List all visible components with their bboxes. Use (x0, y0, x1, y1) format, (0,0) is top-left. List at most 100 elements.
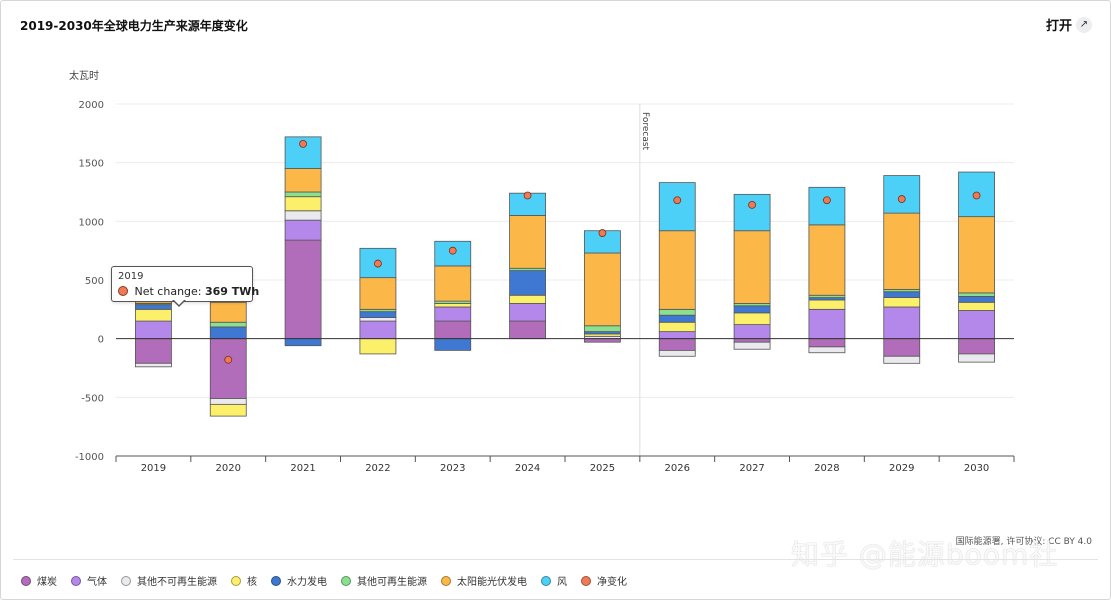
x-tick-label: 2030 (964, 463, 989, 474)
bar-segment-solar (359, 277, 397, 310)
bar-segment-wind (658, 182, 696, 232)
legend-label: 其他不可再生能源 (137, 577, 217, 588)
legend-label: 气体 (87, 577, 107, 588)
legend-swatch-icon (231, 575, 241, 586)
bar-segment-other_renew (584, 325, 621, 333)
bar-segment-solar (958, 216, 995, 294)
legend: 煤炭 气体 其他不可再生能源 核 水力发电 其他可再生能源 太阳能光伏发电 风 净变化 (21, 573, 627, 588)
bar-segment-hydro (434, 338, 472, 351)
bar-segment-hydro (284, 338, 322, 347)
bar-segment-hydro (958, 296, 995, 303)
tooltip-arrow-inner (173, 299, 185, 305)
bar-segment-other_renew (209, 321, 247, 328)
bar-segment-other_renew (284, 191, 322, 198)
tooltip-year: 2019 (118, 271, 144, 282)
legend-item-other_renew[interactable]: 其他可再生能源 (341, 573, 427, 588)
net-change-point (448, 246, 457, 255)
bar-segment-hydro (359, 311, 397, 318)
source-note: 国际能源署, 许可协议: CC BY 4.0 (955, 537, 1092, 547)
watermark: 知乎 @能源boom社 (791, 538, 1059, 571)
bar-segment-gas (359, 320, 397, 340)
legend-label: 风 (557, 577, 567, 588)
x-tick-label: 2024 (515, 463, 540, 474)
bar-segment-other_nonrenew (209, 398, 247, 405)
x-tick-label: 2028 (814, 463, 839, 474)
bar-segment-other_nonrenew (135, 362, 172, 368)
tooltip-line: Net change: 369 TWh (118, 285, 259, 298)
bar-segment-coal (808, 338, 846, 348)
legend-label: 其他可再生能源 (357, 577, 427, 588)
net-change-point (972, 191, 981, 200)
legend-item-coal[interactable]: 煤炭 (21, 573, 57, 588)
y-axis-label: 太瓦时 (69, 69, 99, 82)
bar-segment-solar (509, 215, 546, 269)
legend-label: 水力发电 (287, 577, 327, 588)
bar-segment-coal (509, 320, 546, 340)
bar-segment-coal (209, 338, 247, 399)
y-tick-label: 0 (98, 335, 104, 346)
legend-swatch-icon (341, 575, 351, 586)
tooltip-value: 369 TWh (205, 285, 260, 298)
bar-segment-nuclear (958, 301, 995, 311)
net-change-point (598, 229, 607, 237)
chart-title: 2019-2030年全球电力生产来源年度变化 (20, 19, 248, 33)
net-change-point (299, 139, 307, 148)
bar-segment-other_nonrenew (284, 210, 322, 221)
bar-segment-gas (808, 308, 846, 340)
x-tick-label: 2027 (739, 463, 764, 474)
x-tick-label: 2019 (141, 463, 166, 474)
legend-label: 煤炭 (37, 577, 57, 588)
expand-icon[interactable]: ↗ (1076, 16, 1092, 33)
bar-segment-gas (434, 306, 472, 322)
net-change-point (374, 259, 382, 268)
bar-segment-coal (135, 338, 172, 364)
legend-divider (13, 559, 1098, 560)
y-tick-label: -500 (81, 393, 104, 404)
bar-segment-coal (658, 338, 696, 351)
bar-segment-nuclear (135, 308, 172, 322)
bar-segment-nuclear (808, 299, 846, 310)
legend-swatch-icon (21, 575, 31, 586)
legend-item-nuclear[interactable]: 核 (231, 573, 257, 588)
bar-segment-gas (509, 303, 546, 322)
bar-segment-coal (958, 338, 995, 355)
legend-item-gas[interactable]: 气体 (71, 573, 107, 588)
bar-segment-nuclear (733, 312, 771, 325)
legend-label: 太阳能光伏发电 (457, 577, 527, 588)
bar-segment-nuclear (359, 338, 397, 355)
bar-segment-nuclear (509, 294, 546, 304)
bar-segment-solar (209, 301, 247, 323)
legend-item-hydro[interactable]: 水力发电 (271, 573, 327, 588)
bar-segment-other_nonrenew (883, 355, 921, 364)
open-label: 打开 (1045, 19, 1072, 34)
x-tick-label: 2026 (665, 463, 690, 474)
legend-item-solar[interactable]: 太阳能光伏发电 (441, 573, 527, 588)
bar-segment-coal (584, 338, 621, 343)
bar-segment-gas (958, 310, 995, 340)
legend-item-net[interactable]: 净变化 (581, 573, 627, 588)
x-tick-label: 2020 (216, 463, 241, 474)
legend-swatch-icon (271, 575, 281, 586)
bar-segment-hydro (658, 314, 696, 323)
legend-swatch-icon (441, 575, 451, 586)
bar-segment-hydro (883, 291, 921, 299)
bar-segment-solar (284, 168, 322, 193)
bar-segment-nuclear (658, 321, 696, 333)
bar-segment-wind (883, 175, 921, 214)
forecast-label: Forecast (640, 112, 650, 151)
legend-item-other_nonrenew[interactable]: 其他不可再生能源 (121, 573, 217, 588)
bar-segment-gas (135, 320, 172, 340)
bar-segment-other_nonrenew (958, 353, 995, 363)
bar-segment-gas (883, 306, 921, 340)
legend-swatch-icon (71, 575, 81, 586)
legend-swatch-icon (581, 575, 591, 586)
bar-segment-solar (808, 224, 846, 296)
bar-segment-other_nonrenew (359, 317, 397, 322)
bar-segment-other_nonrenew (658, 349, 696, 357)
open-button[interactable]: 打开 ↗ (1046, 15, 1092, 34)
legend-item-wind[interactable]: 风 (541, 573, 567, 588)
bar-segment-solar (733, 230, 771, 304)
y-tick-label: 2000 (79, 100, 104, 111)
bar-segment-nuclear (209, 403, 247, 417)
